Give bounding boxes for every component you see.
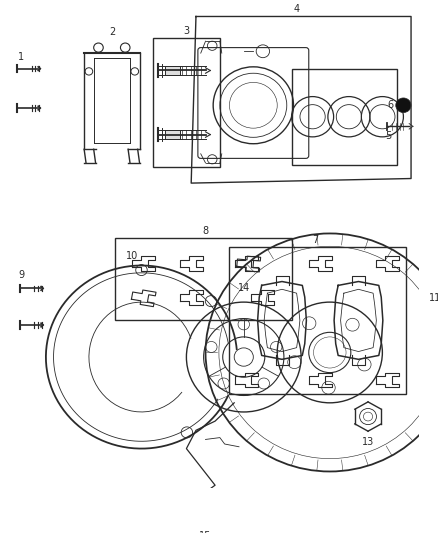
Bar xyxy=(166,66,180,75)
Text: 13: 13 xyxy=(362,437,374,447)
Bar xyxy=(153,38,220,167)
Bar xyxy=(166,130,180,139)
Text: 1: 1 xyxy=(18,52,24,62)
Text: 6: 6 xyxy=(387,100,393,110)
Text: 9: 9 xyxy=(18,270,24,280)
Text: 8: 8 xyxy=(202,225,208,236)
Text: 2: 2 xyxy=(110,27,116,37)
Text: 4: 4 xyxy=(293,4,300,14)
Text: 10: 10 xyxy=(126,252,138,261)
Text: 14: 14 xyxy=(238,284,250,293)
Bar xyxy=(115,238,292,320)
Circle shape xyxy=(396,98,411,112)
Bar xyxy=(141,524,159,533)
Bar xyxy=(292,69,397,165)
Text: 5: 5 xyxy=(385,132,391,141)
Text: 15: 15 xyxy=(199,530,212,533)
Text: 11: 11 xyxy=(429,293,438,303)
Text: 7: 7 xyxy=(312,235,318,245)
Bar xyxy=(230,247,406,394)
Text: 3: 3 xyxy=(184,26,190,36)
